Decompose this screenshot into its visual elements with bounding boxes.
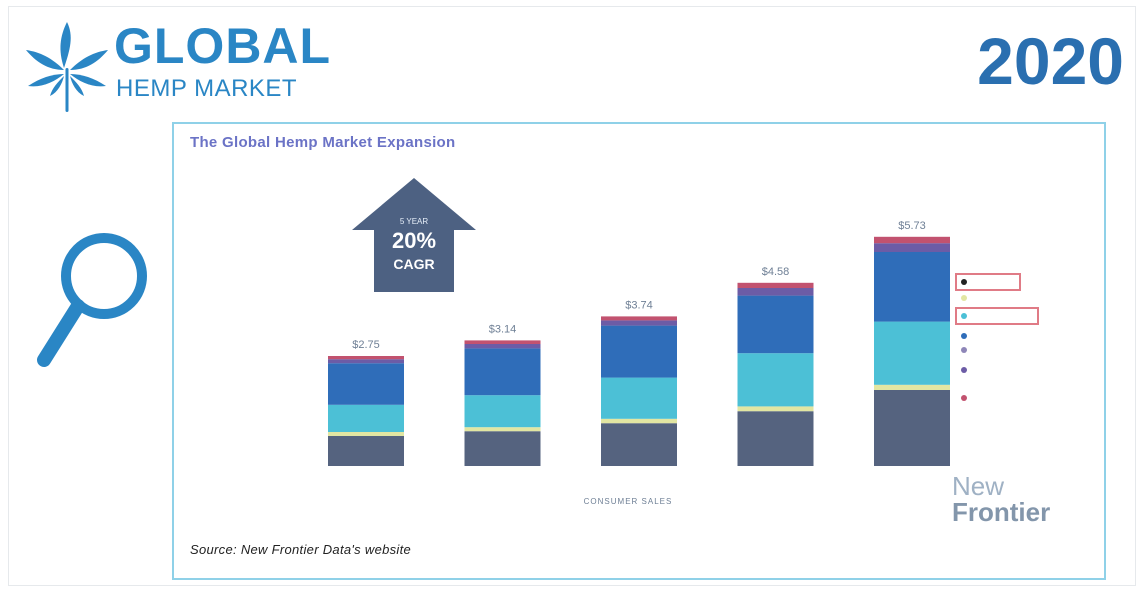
hemp-leaf-icon — [26, 22, 108, 112]
bar-segment — [328, 356, 404, 360]
callout-value: 20% — [392, 228, 436, 253]
new-frontier-logo: New Frontier — [952, 472, 1082, 532]
callout-top-text: 5 YEAR — [400, 217, 429, 226]
bar-segment — [328, 363, 404, 405]
legend-marker — [961, 395, 967, 401]
source-note: Source: New Frontier Data's website — [190, 542, 412, 557]
legend-marker — [961, 347, 967, 353]
logo-new-text: New — [952, 471, 1005, 501]
legend — [955, 273, 1039, 401]
chart-title: The Global Hemp Market Expansion — [190, 134, 456, 151]
cagr-callout: 5 YEAR 20% CAGR — [352, 178, 476, 292]
bar-segment — [601, 377, 677, 419]
bar-segment — [874, 321, 950, 385]
bar-segment — [874, 236, 950, 244]
brand-title: GLOBAL — [114, 18, 332, 74]
legend-marker — [961, 313, 967, 319]
legend-marker — [961, 333, 967, 339]
bar-segment — [464, 348, 541, 396]
magnifier-icon — [37, 233, 147, 367]
bar-segment — [874, 243, 950, 252]
bar-segment — [874, 390, 950, 466]
bar-total-label: $5.73 — [898, 220, 926, 232]
bar-segment — [737, 282, 814, 288]
bar-total-label: $3.14 — [489, 323, 517, 335]
bar-segment — [737, 288, 814, 296]
bar-segment — [601, 320, 677, 326]
year-heading: 2020 — [977, 24, 1124, 98]
legend-marker — [961, 367, 967, 373]
bar-segment — [464, 344, 541, 349]
legend-highlight-box-2 — [955, 307, 1039, 325]
bar-segment — [874, 384, 950, 390]
bar-segment — [601, 418, 677, 424]
bar-segment — [328, 359, 404, 364]
bar-segment — [874, 252, 950, 322]
page-frame — [8, 6, 1136, 586]
legend-marker — [961, 295, 967, 301]
chart-panel: The Global Hemp Market Expansion $2.75 $3… — [172, 122, 1106, 580]
x-axis-label: CONSUMER SALES — [584, 497, 673, 506]
bars-group — [328, 236, 950, 466]
bar-segment — [737, 295, 814, 354]
bar-segment — [464, 431, 541, 466]
bar-segment — [737, 411, 814, 466]
bar-segment — [464, 340, 541, 344]
bar-segment — [737, 406, 814, 412]
bar-segment — [328, 436, 404, 466]
stacked-bar-chart: $2.75 $3.14 $3.74 $4.58 $5.73 CONSUMER SALES… — [328, 178, 1039, 506]
bar-total-label: $4.58 — [762, 266, 790, 278]
brand-subtitle: HEMP MARKET — [116, 75, 298, 102]
legend-highlight-box-1 — [955, 273, 1021, 291]
bar-segment — [464, 427, 541, 432]
bar-segment — [328, 432, 404, 436]
bar-total-label: $3.74 — [625, 299, 653, 311]
bar-segment — [464, 395, 541, 428]
bar-segment — [328, 404, 404, 432]
bar-total-label: $2.75 — [352, 339, 380, 351]
up-arrow-shape — [352, 178, 476, 292]
bar-total-labels: $2.75 $3.14 $3.74 $4.58 $5.73 — [352, 220, 926, 351]
bar-segment — [601, 423, 677, 466]
bar-segment — [601, 316, 677, 321]
bar-segment — [737, 353, 814, 407]
legend-marker — [961, 279, 967, 285]
callout-label: CAGR — [393, 256, 434, 272]
logo-frontier-text: Frontier — [952, 497, 1051, 527]
bar-segment — [601, 325, 677, 378]
